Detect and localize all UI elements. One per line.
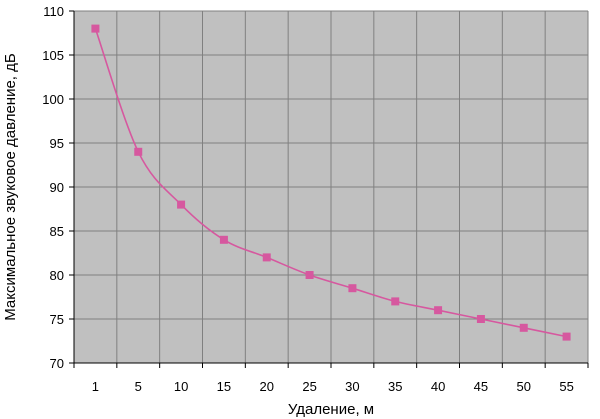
y-tick-label: 100 <box>42 92 64 107</box>
x-axis-title: Удаление, м <box>288 401 374 418</box>
x-tick-label: 55 <box>559 379 573 394</box>
data-marker <box>177 200 186 209</box>
x-tick-label: 10 <box>174 379 188 394</box>
x-tick-label: 15 <box>217 379 231 394</box>
x-tick-label: 20 <box>260 379 274 394</box>
data-marker <box>519 323 528 332</box>
data-markers <box>91 24 571 341</box>
y-tick-label: 75 <box>50 312 64 327</box>
data-marker <box>91 24 100 33</box>
data-marker <box>219 235 228 244</box>
data-marker <box>134 147 143 156</box>
x-tick-label: 35 <box>388 379 402 394</box>
x-tick-label: 25 <box>302 379 316 394</box>
data-marker <box>391 297 400 306</box>
data-marker <box>434 306 443 315</box>
x-tick-label: 40 <box>431 379 445 394</box>
x-tick-label: 5 <box>135 379 142 394</box>
x-tick-label: 1 <box>92 379 99 394</box>
y-tick-label: 105 <box>42 48 64 63</box>
x-tick-label: 30 <box>345 379 359 394</box>
data-marker <box>562 332 571 341</box>
data-marker <box>348 284 357 293</box>
y-axis-title: Максимальное звуковое давление, дБ <box>2 53 19 321</box>
x-tick-label: 45 <box>474 379 488 394</box>
data-marker <box>476 315 485 323</box>
y-tick-label: 80 <box>50 268 64 283</box>
y-tick-label: 85 <box>50 224 64 239</box>
y-tick-label: 95 <box>50 136 64 151</box>
y-tick-label: 90 <box>50 180 64 195</box>
y-tick-label: 110 <box>43 4 64 19</box>
data-marker <box>305 271 314 279</box>
x-tick-label: 50 <box>517 379 531 394</box>
data-marker <box>262 253 271 262</box>
gridlines <box>69 10 589 368</box>
y-tick-label: 70 <box>50 356 64 371</box>
